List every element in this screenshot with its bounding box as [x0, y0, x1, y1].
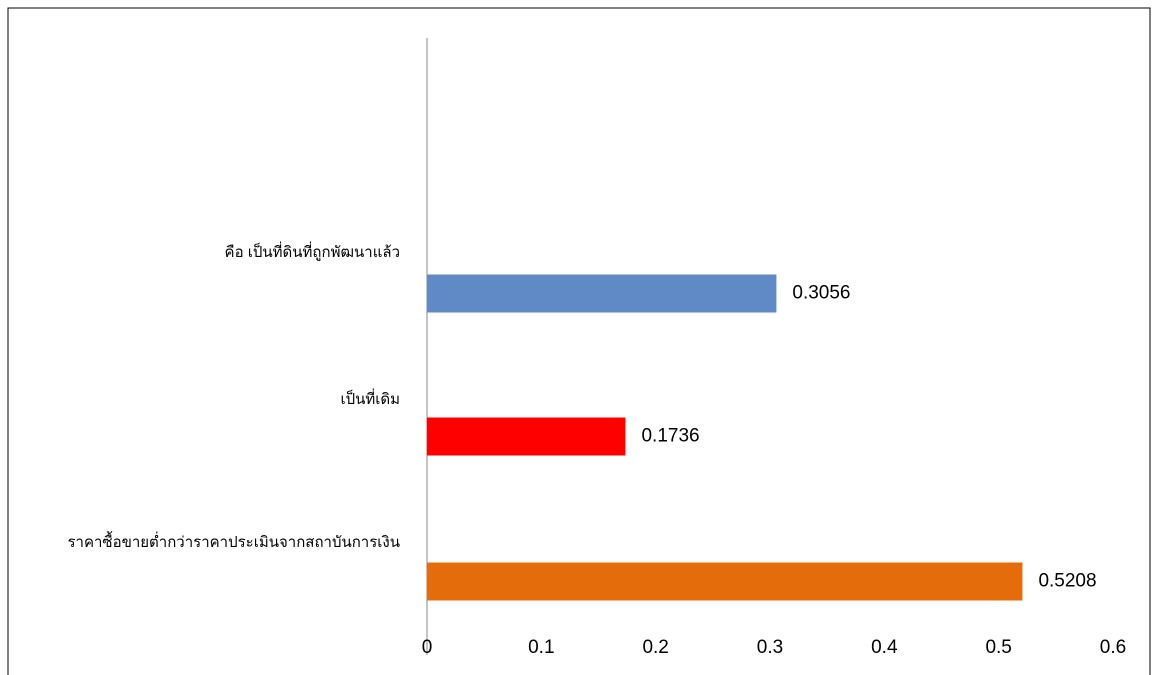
x-tick-label: 0.4 — [871, 637, 898, 658]
value-label: 0.5208 — [1038, 571, 1096, 592]
category-label: คือ เป็นที่ดินที่ถูกพัฒนาแล้ว — [225, 241, 400, 261]
value-label: 0.1736 — [641, 426, 699, 447]
bar — [427, 417, 626, 456]
x-tick-label: 0.2 — [642, 637, 668, 658]
category-label: เป็นที่เดิม — [340, 388, 400, 408]
x-tick-label: 0.3 — [757, 637, 783, 658]
x-tick-label: 0.5 — [985, 637, 1011, 658]
category-label: ราคาซื้อขายต่ำกว่าราคาประเมินจากสถาบันกา… — [67, 531, 400, 551]
x-tick-label: 0.1 — [528, 637, 554, 658]
frame — [7, 7, 1151, 675]
bar — [427, 274, 777, 313]
bar — [427, 562, 1023, 601]
x-tick-label: 0 — [422, 637, 433, 658]
value-label: 0.3056 — [792, 283, 850, 304]
x-tick-label: 0.6 — [1100, 637, 1126, 658]
